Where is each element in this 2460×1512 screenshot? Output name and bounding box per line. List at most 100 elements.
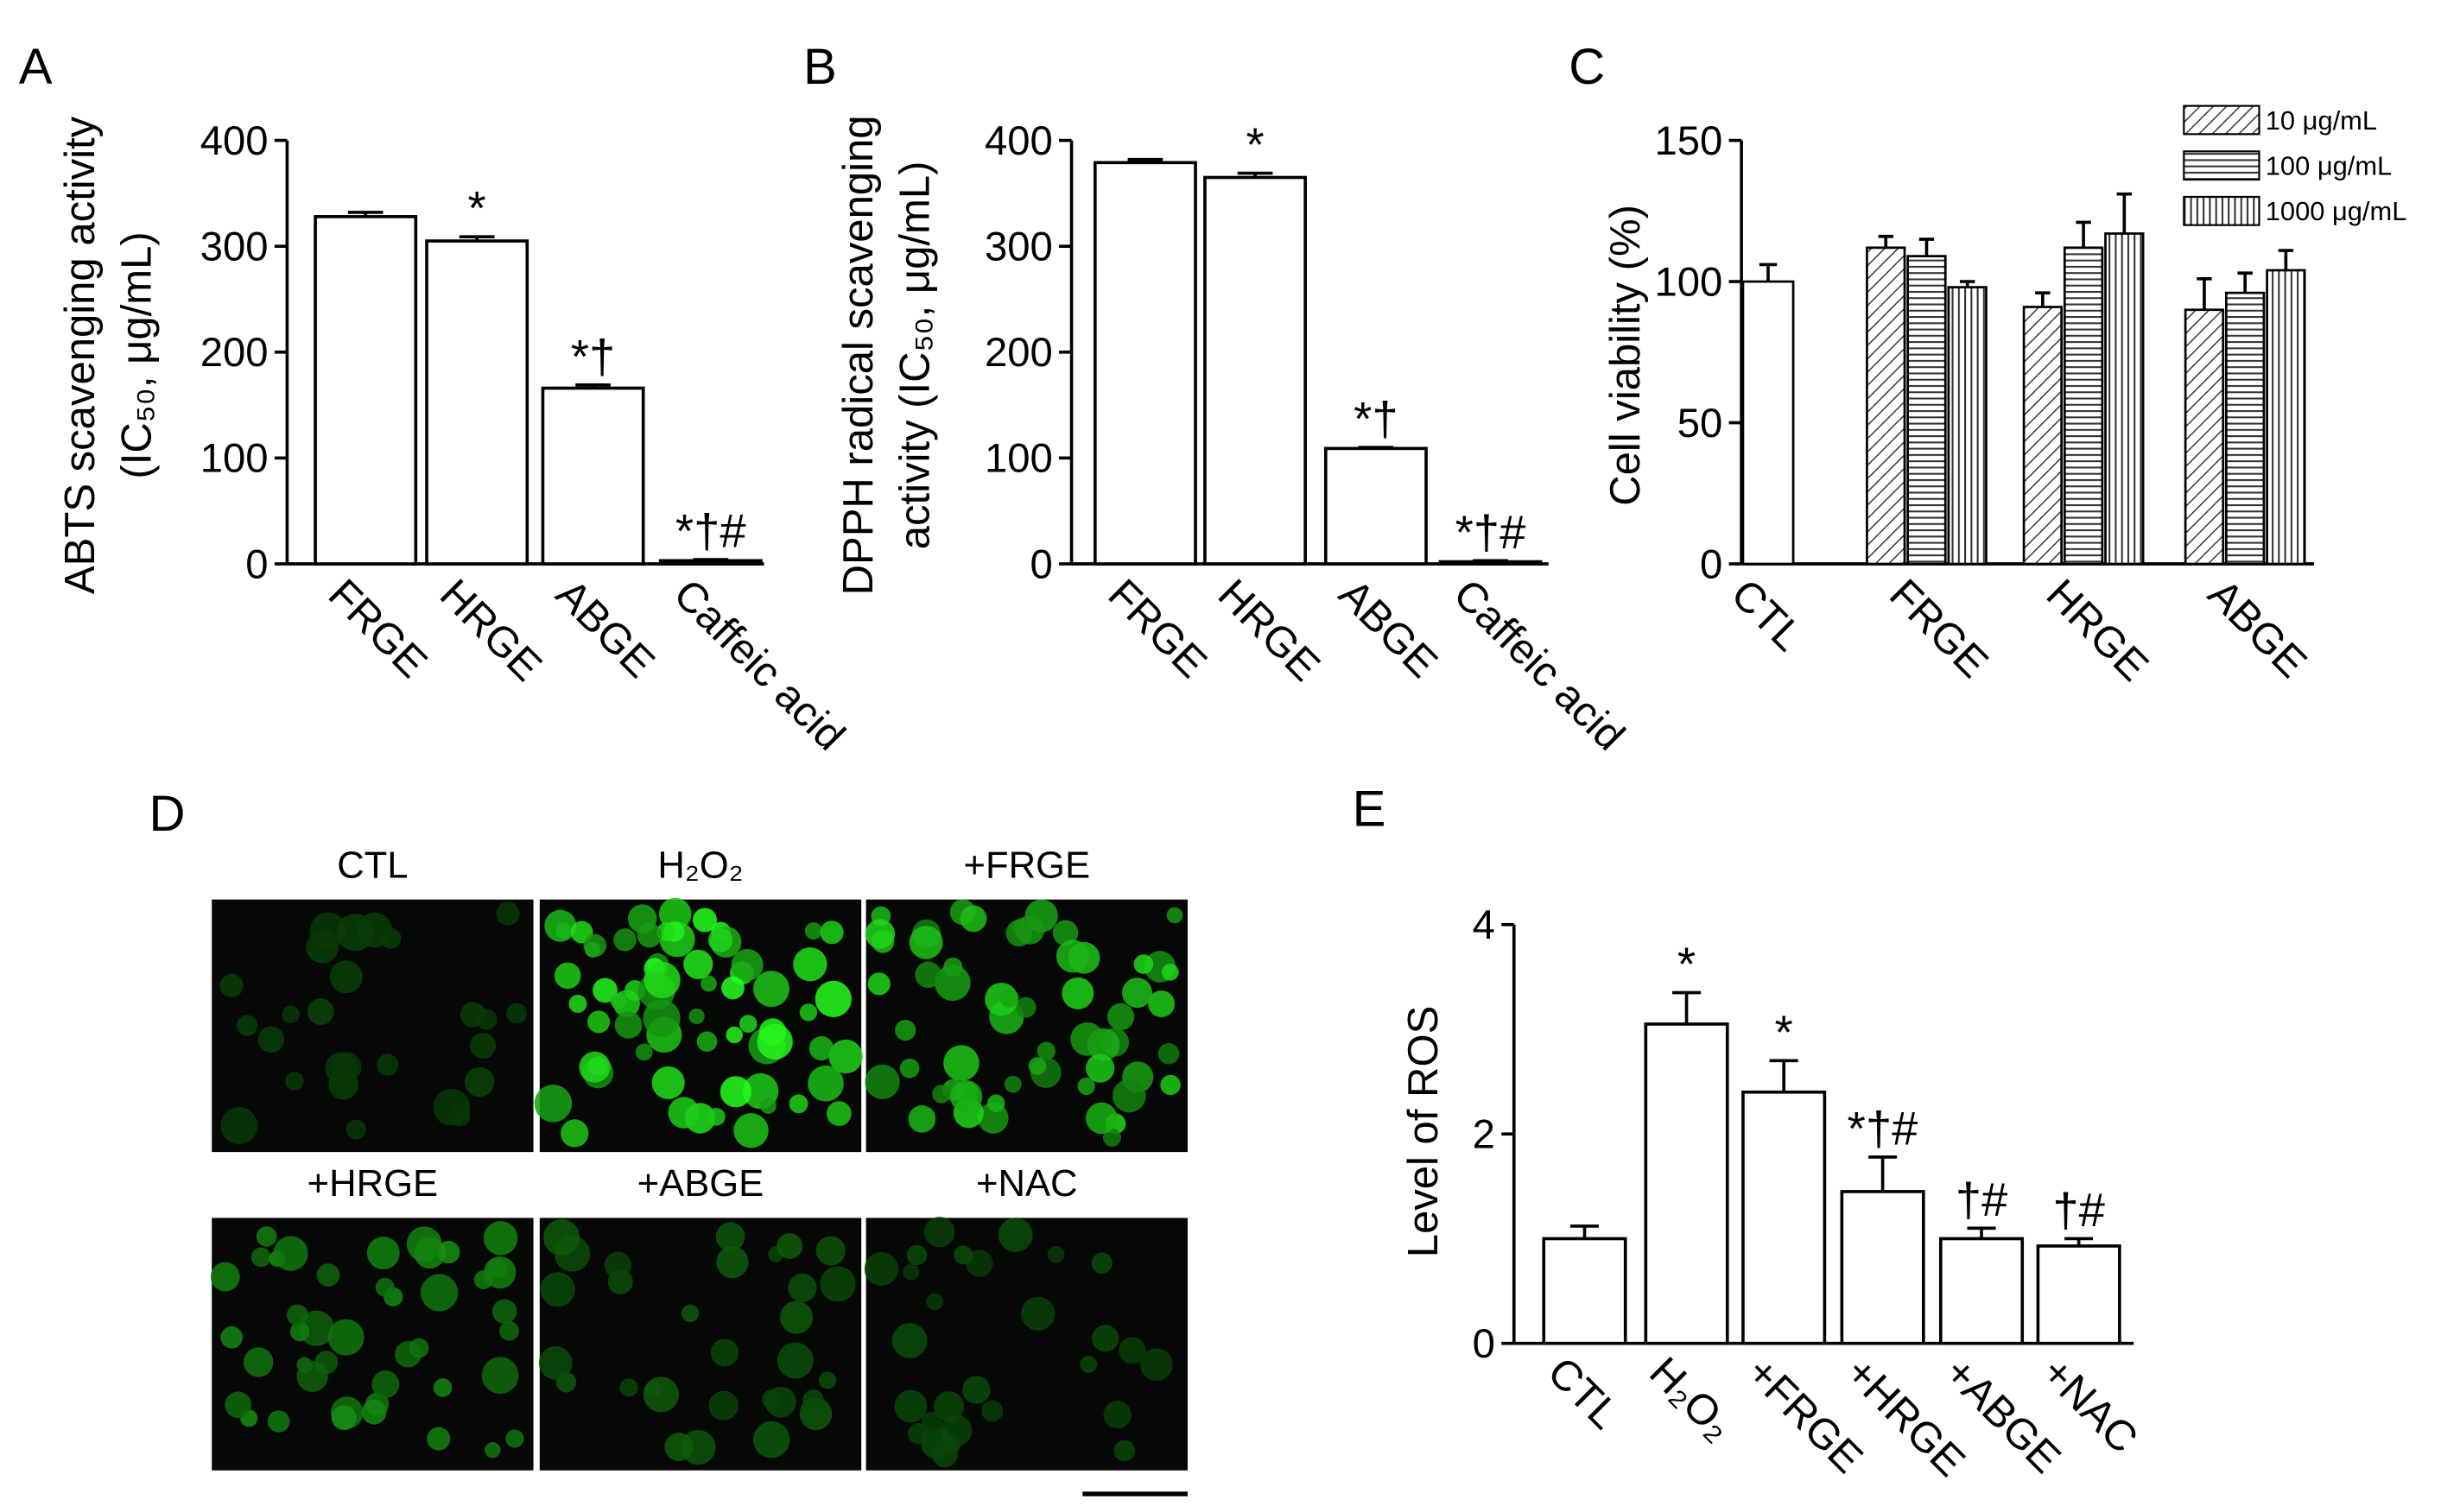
cell [587, 1010, 611, 1034]
legend-label: 100 μg/mL [2266, 151, 2392, 181]
cell [1052, 920, 1079, 946]
cell [777, 1232, 803, 1259]
cell [331, 1405, 357, 1431]
cell [716, 1246, 749, 1279]
bar [425, 239, 529, 566]
cell [1162, 964, 1179, 981]
cell [788, 1273, 817, 1302]
cell [815, 1236, 846, 1266]
cell [949, 1079, 983, 1113]
error-bar [1569, 1224, 1600, 1239]
cell [789, 1094, 808, 1114]
cell [496, 902, 520, 926]
cell [708, 1390, 739, 1420]
cell [865, 1064, 900, 1099]
cell [375, 1277, 395, 1297]
cell [739, 1015, 758, 1033]
bar [1938, 1237, 2025, 1345]
cell [720, 1076, 752, 1108]
error-bar [459, 235, 495, 242]
x-tick-label: Caffeic acid [1444, 571, 1633, 760]
error-bar [2035, 291, 2051, 307]
cell [815, 980, 852, 1018]
cell [891, 1323, 928, 1359]
cell [926, 1293, 944, 1311]
cell [908, 1105, 936, 1133]
y-tick-label: 400 [200, 118, 269, 164]
cell [409, 1338, 429, 1358]
cell [731, 949, 764, 982]
cell [826, 1101, 852, 1126]
cell [981, 1400, 1004, 1422]
bar [1741, 280, 1795, 566]
error-bar [1769, 1059, 1798, 1092]
bar [1906, 255, 1947, 566]
cell [865, 919, 896, 949]
cell [793, 947, 827, 982]
cell [668, 1097, 701, 1129]
cell [932, 1085, 951, 1104]
cell [1085, 1102, 1118, 1135]
cell [909, 925, 943, 959]
legend-swatch [2183, 195, 2260, 226]
bar [2184, 308, 2225, 566]
cell [1103, 1400, 1132, 1429]
cell [499, 1321, 519, 1341]
cell [484, 1256, 517, 1289]
cell [325, 1052, 358, 1085]
cell [538, 1345, 573, 1380]
cell [906, 1244, 928, 1266]
cell [593, 977, 618, 1003]
x-tick-label: CTL [1722, 571, 1812, 661]
cell [1077, 1077, 1095, 1096]
error-bar [1918, 237, 1935, 256]
cell [804, 922, 822, 940]
cell [1091, 1252, 1113, 1274]
cell [1021, 1296, 1056, 1332]
cell [286, 1304, 308, 1326]
cell [361, 1399, 387, 1425]
cell [540, 1272, 575, 1307]
cell [658, 897, 692, 931]
cell [579, 1051, 611, 1083]
cell [1160, 1074, 1181, 1096]
significance-mark: †# [2052, 1184, 2105, 1237]
cell [733, 1113, 769, 1148]
cell [1062, 977, 1094, 1009]
cell [643, 1376, 680, 1413]
cell [406, 1226, 442, 1262]
cell [651, 1066, 685, 1099]
error-bar [2197, 276, 2212, 310]
bar [2036, 1244, 2121, 1345]
cell [818, 1371, 837, 1389]
cell [757, 1023, 793, 1060]
cell [250, 1247, 271, 1268]
significance-mark: * [1246, 118, 1264, 171]
y-tick-label: 0 [1473, 1321, 1495, 1367]
cell [505, 1429, 524, 1448]
cell [694, 1446, 712, 1464]
cell [427, 1427, 451, 1451]
legend-label: 1000 μg/mL [2266, 196, 2407, 226]
cell [931, 1441, 958, 1468]
cell [986, 1094, 1005, 1112]
bar [1203, 175, 1307, 566]
cell [828, 1039, 863, 1074]
cell [1015, 996, 1037, 1018]
panel-label: A [19, 39, 53, 95]
cell [1085, 1053, 1115, 1083]
image-title: +ABGE [637, 1163, 764, 1205]
cell [256, 1226, 277, 1247]
cell [664, 1433, 694, 1462]
error-bar [575, 383, 611, 389]
bar [1093, 161, 1197, 566]
y-tick-label: 0 [1030, 541, 1052, 587]
x-tick-label: H₂O₂ [1640, 1349, 1741, 1450]
cell [960, 905, 987, 933]
cell [470, 1032, 497, 1059]
cell [1106, 1003, 1135, 1031]
significance-mark: *†# [675, 505, 746, 558]
cell [614, 1011, 643, 1039]
y-axis-label: activity (IC₅₀, μg/mL) [891, 161, 938, 550]
